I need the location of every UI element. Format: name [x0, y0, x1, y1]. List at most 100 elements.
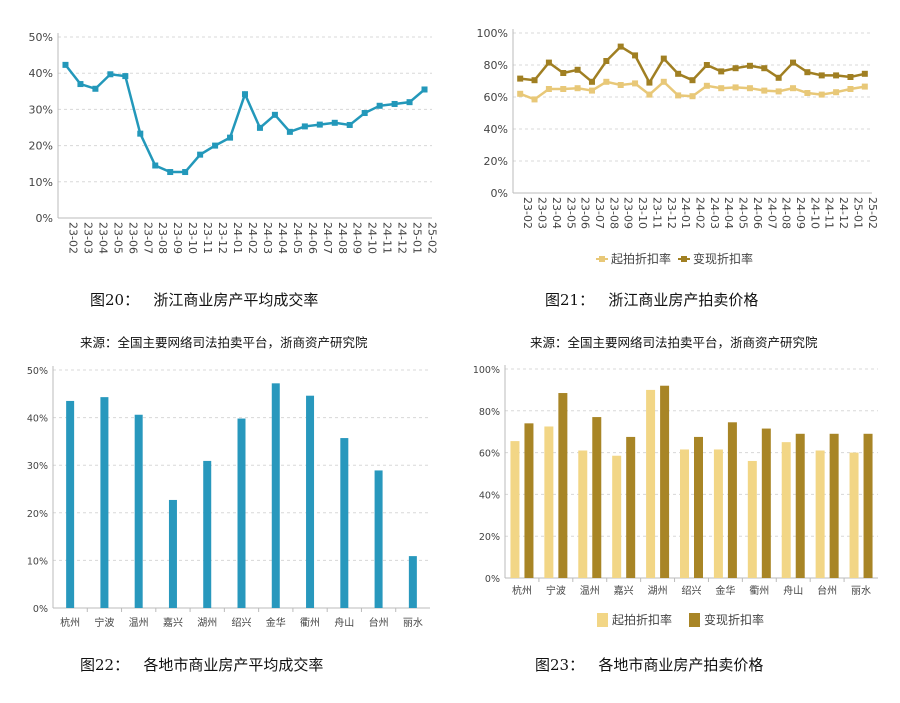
- bar: [340, 438, 349, 608]
- x-tick-label: 23-05: [111, 222, 124, 254]
- data-point: [182, 169, 189, 176]
- data-point: [212, 142, 219, 149]
- y-tick-label: 40%: [484, 123, 508, 136]
- y-tick-label: 20%: [29, 140, 53, 153]
- x-tick-label: 24-06: [751, 197, 764, 229]
- x-tick-label: 25-02: [426, 222, 439, 254]
- data-point: [732, 84, 739, 91]
- data-point: [560, 70, 567, 76]
- data-point: [833, 89, 840, 96]
- y-tick-label: 0%: [36, 212, 53, 225]
- x-tick-label: 25-01: [411, 222, 424, 254]
- bar: [100, 397, 109, 608]
- data-point: [646, 91, 653, 98]
- x-tick-label: 23-08: [607, 197, 620, 229]
- data-point: [689, 77, 696, 84]
- data-point: [545, 59, 552, 66]
- bar: [271, 383, 280, 608]
- x-tick-label: 24-08: [336, 222, 349, 254]
- x-tick-label: 23-09: [622, 197, 635, 229]
- x-tick-label: 台州: [369, 616, 389, 629]
- x-tick-label: 24-10: [808, 197, 821, 229]
- data-point: [574, 66, 581, 73]
- y-tick-label: 20%: [27, 509, 48, 520]
- chart-1: 0%10%20%30%40%50%23-02 23-03 23-04 23-05 23-…: [29, 31, 439, 254]
- x-tick-label: 24-04: [276, 222, 289, 254]
- x-tick-label: 湖州: [197, 617, 217, 629]
- x-tick-label: 丽水: [403, 617, 423, 629]
- series-line: [64, 64, 426, 174]
- x-tick-label: 23-02: [66, 222, 79, 254]
- data-point: [301, 123, 308, 130]
- y-tick-label: 100%: [477, 27, 508, 40]
- data-point: [62, 61, 69, 68]
- x-tick-label: 23-06: [126, 222, 139, 254]
- y-tick-label: 0%: [33, 604, 48, 615]
- x-tick-label: 宁波: [546, 584, 566, 597]
- y-tick-label: 0%: [485, 574, 500, 585]
- x-tick-label: 舟山: [783, 584, 803, 597]
- bar: [524, 423, 534, 578]
- x-tick-label: 24-10: [366, 222, 379, 254]
- bar: [713, 449, 723, 578]
- data-point: [271, 111, 278, 118]
- x-tick-label: 舟山: [334, 616, 354, 629]
- data-point: [286, 128, 293, 135]
- bar: [510, 441, 520, 578]
- chart-3: 0% 10% 20% 30% 40% 50% 杭州 宁波 温州 嘉兴 湖州 绍兴 金华 衢州 舟山 台州 丽水: [27, 366, 430, 629]
- chart-2: 0%20%40%60%80%100%23-02 23-03 23-04 23-05 23…: [477, 27, 879, 266]
- data-point: [122, 73, 129, 80]
- bar: [781, 442, 791, 578]
- x-tick-label: 23-03: [81, 222, 94, 254]
- bar: [168, 499, 177, 608]
- x-tick-label: 绍兴: [232, 616, 252, 629]
- legend-label: 变现折扣率: [704, 612, 764, 627]
- data-point: [227, 134, 234, 141]
- y-tick-label: 10%: [29, 176, 53, 189]
- legend-swatch: [597, 613, 608, 627]
- bar: [727, 422, 737, 578]
- bar: [544, 426, 554, 578]
- data-point: [588, 78, 595, 85]
- x-tick-label: 24-05: [291, 222, 304, 254]
- source-note-right: 来源：全国主要网络司法拍卖平台，浙商资产研究院: [530, 335, 818, 350]
- data-point: [804, 69, 811, 76]
- data-point: [361, 110, 368, 117]
- legend-marker: [681, 256, 687, 262]
- data-point: [517, 75, 524, 82]
- x-tick-label: 24-05: [737, 197, 750, 229]
- x-tick-label: 24-03: [708, 197, 721, 229]
- bar: [761, 428, 771, 578]
- data-point: [517, 90, 524, 97]
- data-point: [603, 58, 610, 64]
- data-point: [92, 85, 99, 92]
- y-tick-label: 40%: [27, 414, 48, 425]
- x-tick-label: 23-10: [636, 197, 649, 229]
- figure-20-caption: 图20： 浙江商业房产平均成交率: [90, 291, 319, 309]
- data-point: [632, 80, 639, 87]
- x-tick-label: 嘉兴: [163, 616, 183, 629]
- data-point: [256, 124, 263, 131]
- x-tick-label: 24-01: [231, 222, 244, 254]
- bar: [747, 460, 757, 578]
- x-tick-label: 24-12: [396, 222, 409, 254]
- data-point: [197, 151, 204, 158]
- x-tick-label: 25-01: [851, 197, 864, 229]
- x-tick-label: 嘉兴: [614, 584, 634, 597]
- data-point: [804, 90, 811, 96]
- figure-22-caption: 图22： 各地市商业房产平均成交率: [80, 656, 324, 674]
- x-tick-label: 金华: [266, 616, 286, 629]
- bar: [558, 393, 568, 578]
- bar: [66, 400, 75, 608]
- x-tick-label: 24-02: [246, 222, 259, 254]
- data-point: [406, 99, 413, 106]
- x-tick-label: 杭州: [512, 584, 532, 597]
- x-tick-label: 23-06: [579, 197, 592, 229]
- y-tick-label: 50%: [29, 31, 53, 44]
- data-point: [77, 81, 84, 88]
- data-point: [718, 68, 725, 75]
- data-point: [316, 121, 323, 128]
- x-tick-label: 23-12: [665, 197, 678, 229]
- y-tick-label: 60%: [484, 91, 508, 104]
- x-tick-label: 23-05: [564, 197, 577, 229]
